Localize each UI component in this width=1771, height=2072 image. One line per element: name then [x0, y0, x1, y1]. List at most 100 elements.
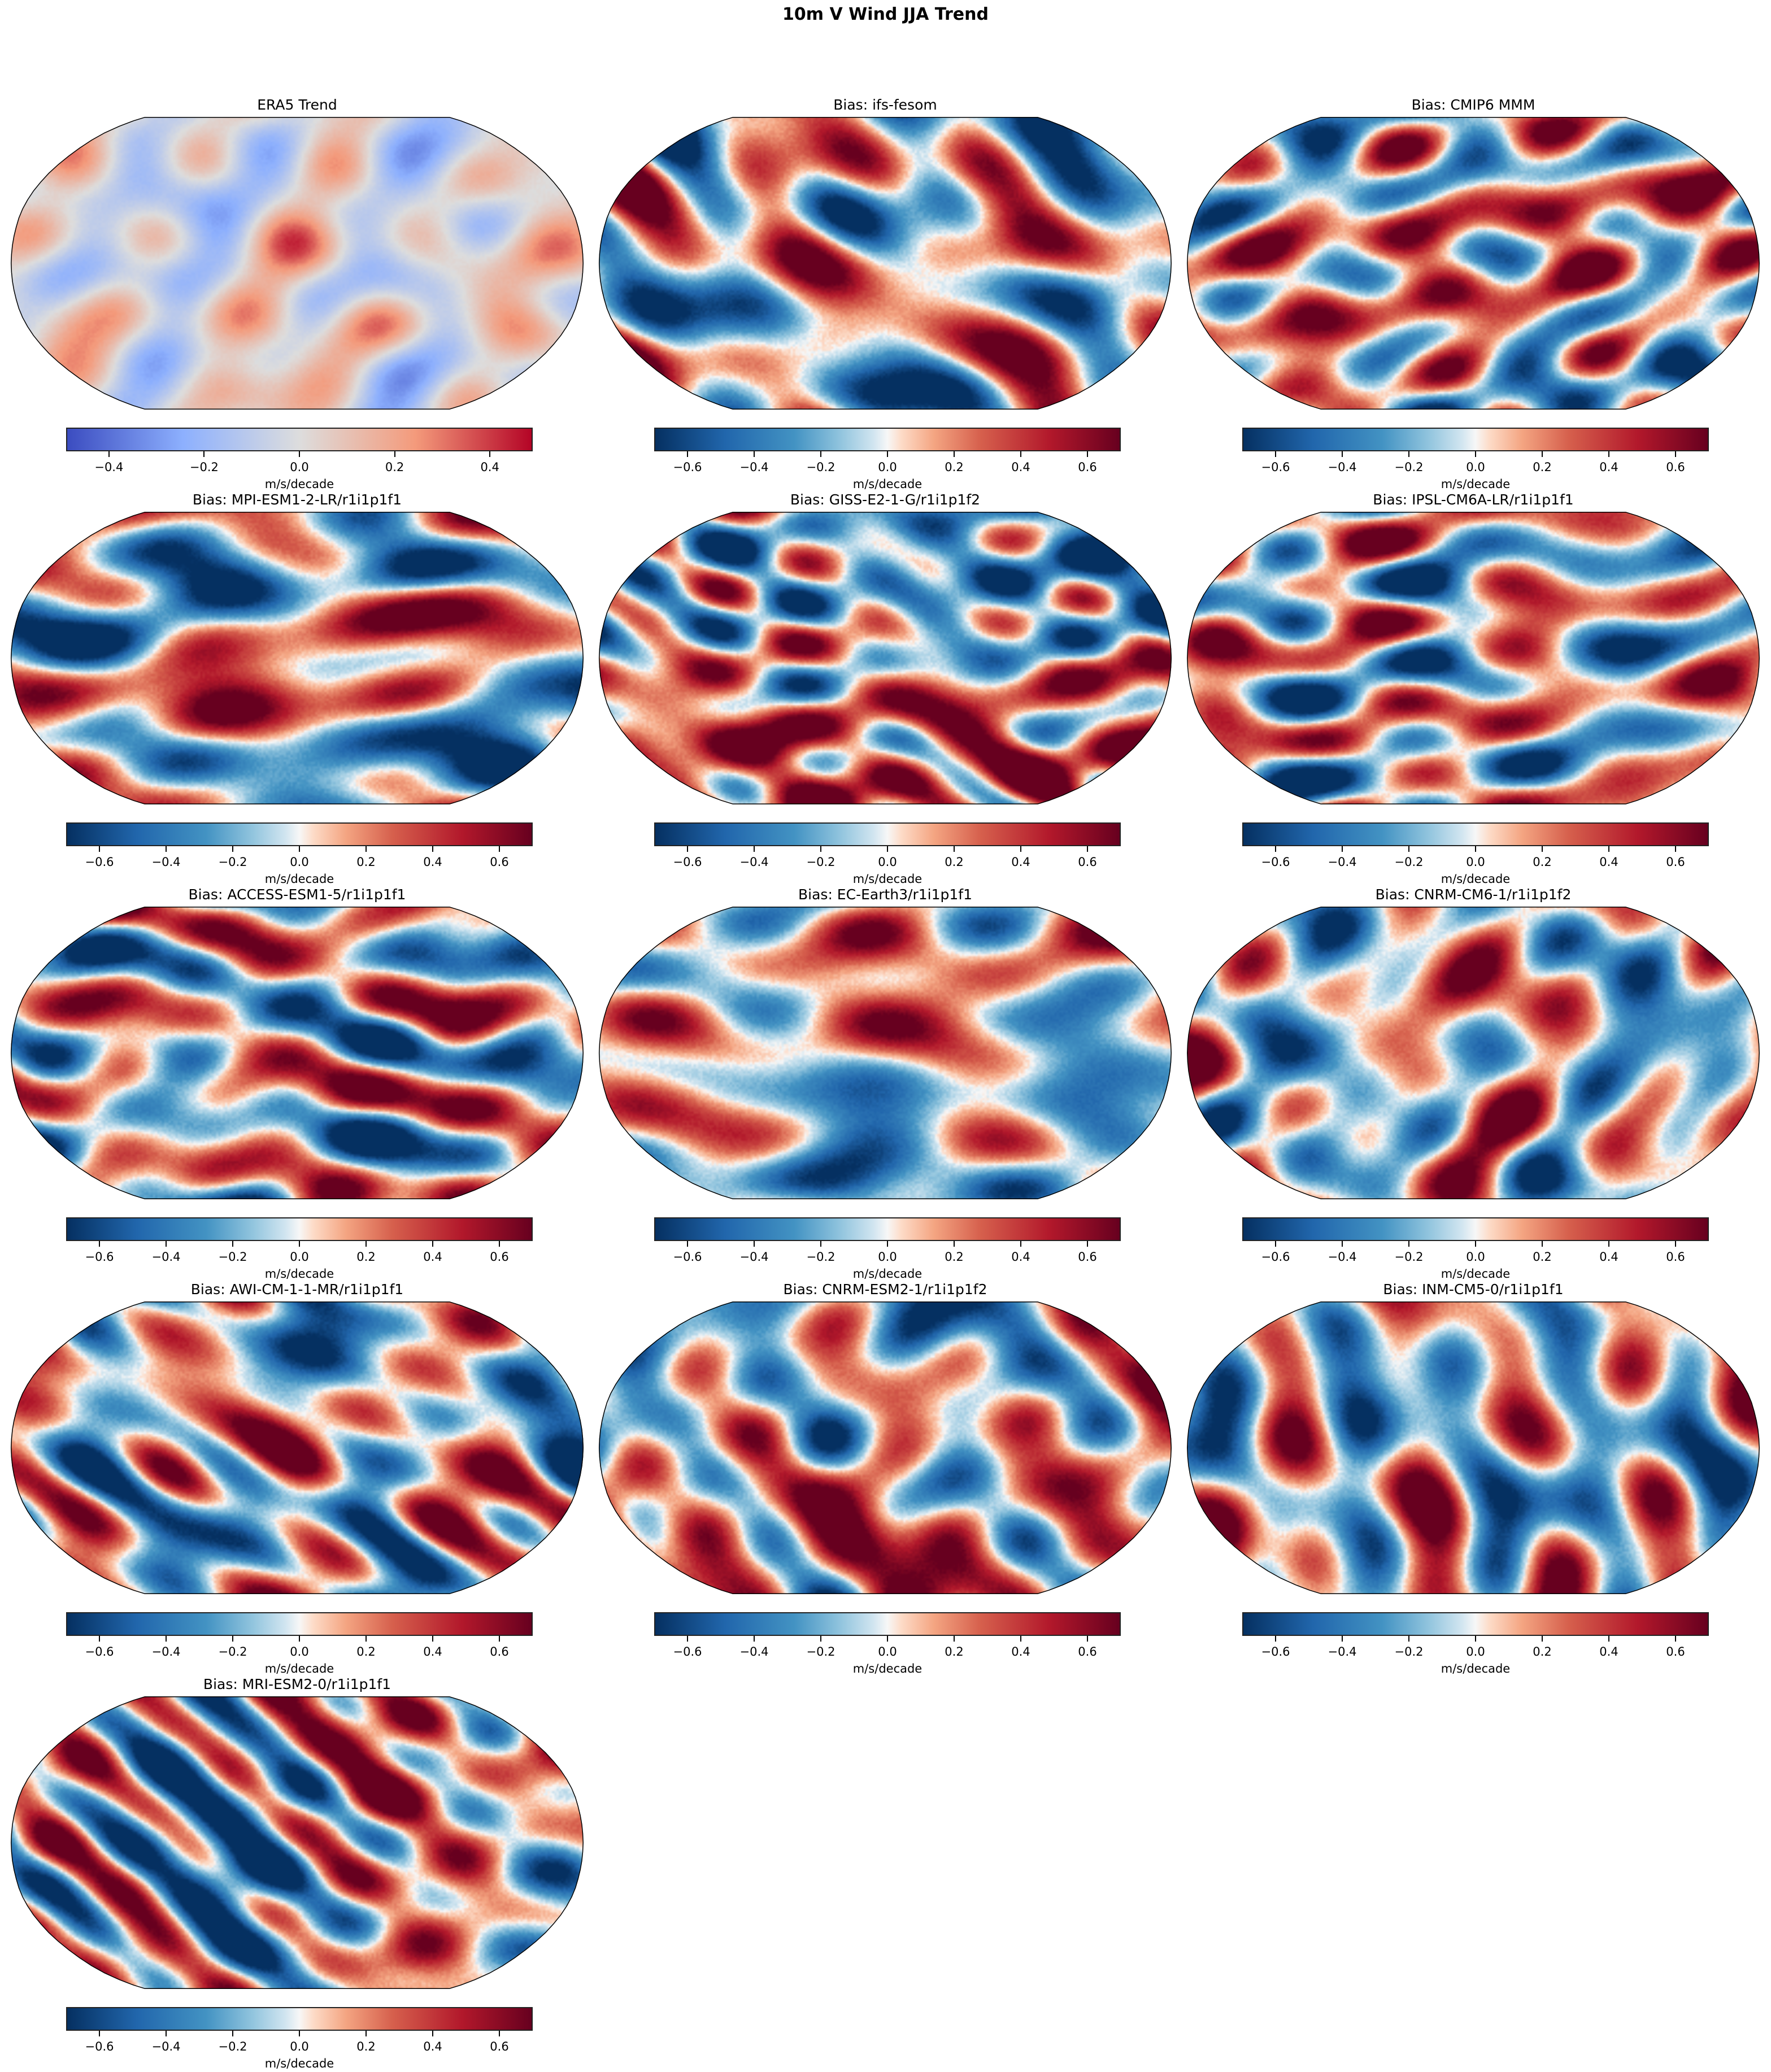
map-field	[599, 512, 1172, 804]
colorbar-tick-label: 0.0	[290, 1645, 309, 1659]
colorbar-tick	[1020, 1241, 1021, 1247]
colorbar-tick-label: 0.6	[1078, 855, 1097, 869]
panel-title: ERA5 Trend	[257, 97, 337, 113]
colorbar-tick-label: −0.4	[151, 1645, 181, 1659]
colorbar-tick	[1675, 846, 1676, 852]
colorbar-tick-label: −0.4	[1328, 1250, 1357, 1264]
colorbar-tick-label: 0.0	[290, 460, 309, 474]
panel-title: Bias: INM-CM5-0/r1i1p1f1	[1383, 1281, 1564, 1298]
map-panel	[11, 117, 584, 410]
colorbar-tick-label: 0.6	[490, 855, 509, 869]
colorbar-tick-label: 0.0	[1466, 855, 1485, 869]
panel-title: Bias: ACCESS-ESM1-5/r1i1p1f1	[188, 886, 406, 903]
colorbar-tick-label: 0.2	[356, 855, 376, 869]
map-boundary	[599, 512, 1172, 804]
colorbar-tick-label: 0.2	[945, 1645, 964, 1659]
map-outline	[1187, 907, 1760, 1199]
colorbar-tick	[1675, 1241, 1676, 1247]
colorbar-tick-label: −0.4	[739, 855, 769, 869]
colorbar	[66, 1217, 533, 1241]
colorbar-tick	[1608, 451, 1609, 457]
colorbar-tick-label: 0.4	[423, 2040, 442, 2053]
colorbar-tick-label: 0.4	[1599, 1645, 1618, 1659]
colorbar-tick-label: 0.2	[945, 1250, 964, 1264]
colorbar-tick	[365, 846, 367, 852]
map-boundary	[599, 1301, 1172, 1594]
colorbar-tick	[754, 451, 755, 457]
colorbar-label: m/s/decade	[264, 1267, 334, 1281]
colorbar-tick-label: −0.2	[806, 1250, 836, 1264]
colorbar-tick	[99, 1636, 100, 1642]
colorbar-tick-label: 0.0	[290, 1250, 309, 1264]
map-field	[11, 907, 584, 1199]
colorbar	[1242, 1612, 1709, 1636]
colorbar-tick	[1542, 1636, 1543, 1642]
map-boundary	[1187, 907, 1760, 1199]
panel-title: Bias: ifs-fesom	[833, 97, 937, 113]
panel-title: Bias: CMIP6 MMM	[1411, 97, 1535, 113]
colorbar-tick-label: 0.2	[385, 460, 404, 474]
colorbar-tick	[499, 1241, 500, 1247]
colorbar-label: m/s/decade	[264, 2057, 334, 2070]
colorbar-tick	[1087, 1241, 1088, 1247]
colorbar-label: m/s/decade	[852, 477, 923, 491]
colorbar-tick-label: −0.6	[673, 1645, 702, 1659]
colorbar-tick-label: −0.6	[85, 855, 114, 869]
colorbar-tick-label: 0.4	[1011, 855, 1030, 869]
map-boundary	[11, 907, 584, 1199]
colorbar-tick-label: 0.2	[1533, 1250, 1552, 1264]
colorbar-tick	[687, 1241, 688, 1247]
map-boundary	[599, 117, 1172, 410]
colorbar-tick-label: 0.4	[1011, 1645, 1030, 1659]
colorbar-tick	[1542, 1241, 1543, 1247]
colorbar	[654, 822, 1121, 846]
map-field	[1187, 117, 1760, 410]
panel-title: Bias: CNRM-ESM2-1/r1i1p1f2	[783, 1281, 987, 1298]
map-boundary	[11, 1301, 584, 1594]
colorbar-tick	[687, 846, 688, 852]
colorbar-tick-label: 0.0	[1466, 460, 1485, 474]
colorbar-tick-label: 0.0	[878, 460, 897, 474]
colorbar-tick	[887, 1241, 888, 1247]
colorbar-tick-label: 0.0	[878, 1645, 897, 1659]
colorbar-tick	[1408, 846, 1409, 852]
colorbar-tick-label: 0.4	[1011, 1250, 1030, 1264]
colorbar-tick	[1542, 846, 1543, 852]
colorbar-tick-label: 0.6	[1666, 460, 1685, 474]
panel-title: Bias: CNRM-CM6-1/r1i1p1f2	[1375, 886, 1572, 903]
colorbar-label: m/s/decade	[1441, 1267, 1511, 1281]
colorbar	[1242, 822, 1709, 846]
colorbar-tick	[99, 1241, 100, 1247]
colorbar-tick	[954, 846, 955, 852]
colorbar-tick	[1275, 846, 1276, 852]
map-outline	[11, 1696, 584, 1989]
map-panel	[599, 907, 1172, 1199]
map-outline	[599, 117, 1172, 410]
colorbar-tick	[299, 1241, 300, 1247]
colorbar-tick-label: 0.0	[1466, 1250, 1485, 1264]
colorbar-tick	[687, 1636, 688, 1642]
colorbar-tick	[299, 451, 300, 457]
colorbar-tick-label: −0.6	[1261, 1645, 1290, 1659]
colorbar-tick	[820, 1636, 821, 1642]
colorbar-tick-label: 0.4	[423, 1250, 442, 1264]
colorbar-tick-label: −0.4	[739, 460, 769, 474]
colorbar-tick	[1087, 451, 1088, 457]
colorbar-tick	[499, 2031, 500, 2036]
colorbar-tick-label: −0.6	[673, 855, 702, 869]
colorbar-tick	[432, 2031, 433, 2036]
colorbar-tick-label: −0.6	[1261, 1250, 1290, 1264]
colorbar-tick	[499, 846, 500, 852]
map-panel	[1187, 907, 1760, 1199]
colorbar-tick-label: −0.6	[673, 460, 702, 474]
colorbar-tick-label: 0.4	[1599, 1250, 1618, 1264]
colorbar-tick	[166, 1636, 167, 1642]
map-boundary	[1187, 117, 1760, 410]
colorbar-tick	[1475, 1636, 1476, 1642]
colorbar-tick-label: −0.6	[1261, 855, 1290, 869]
map-field	[599, 1301, 1172, 1594]
colorbar-tick	[232, 846, 233, 852]
colorbar-tick	[166, 2031, 167, 2036]
colorbar-tick-label: 0.2	[945, 855, 964, 869]
panel-title: Bias: EC-Earth3/r1i1p1f1	[798, 886, 972, 903]
